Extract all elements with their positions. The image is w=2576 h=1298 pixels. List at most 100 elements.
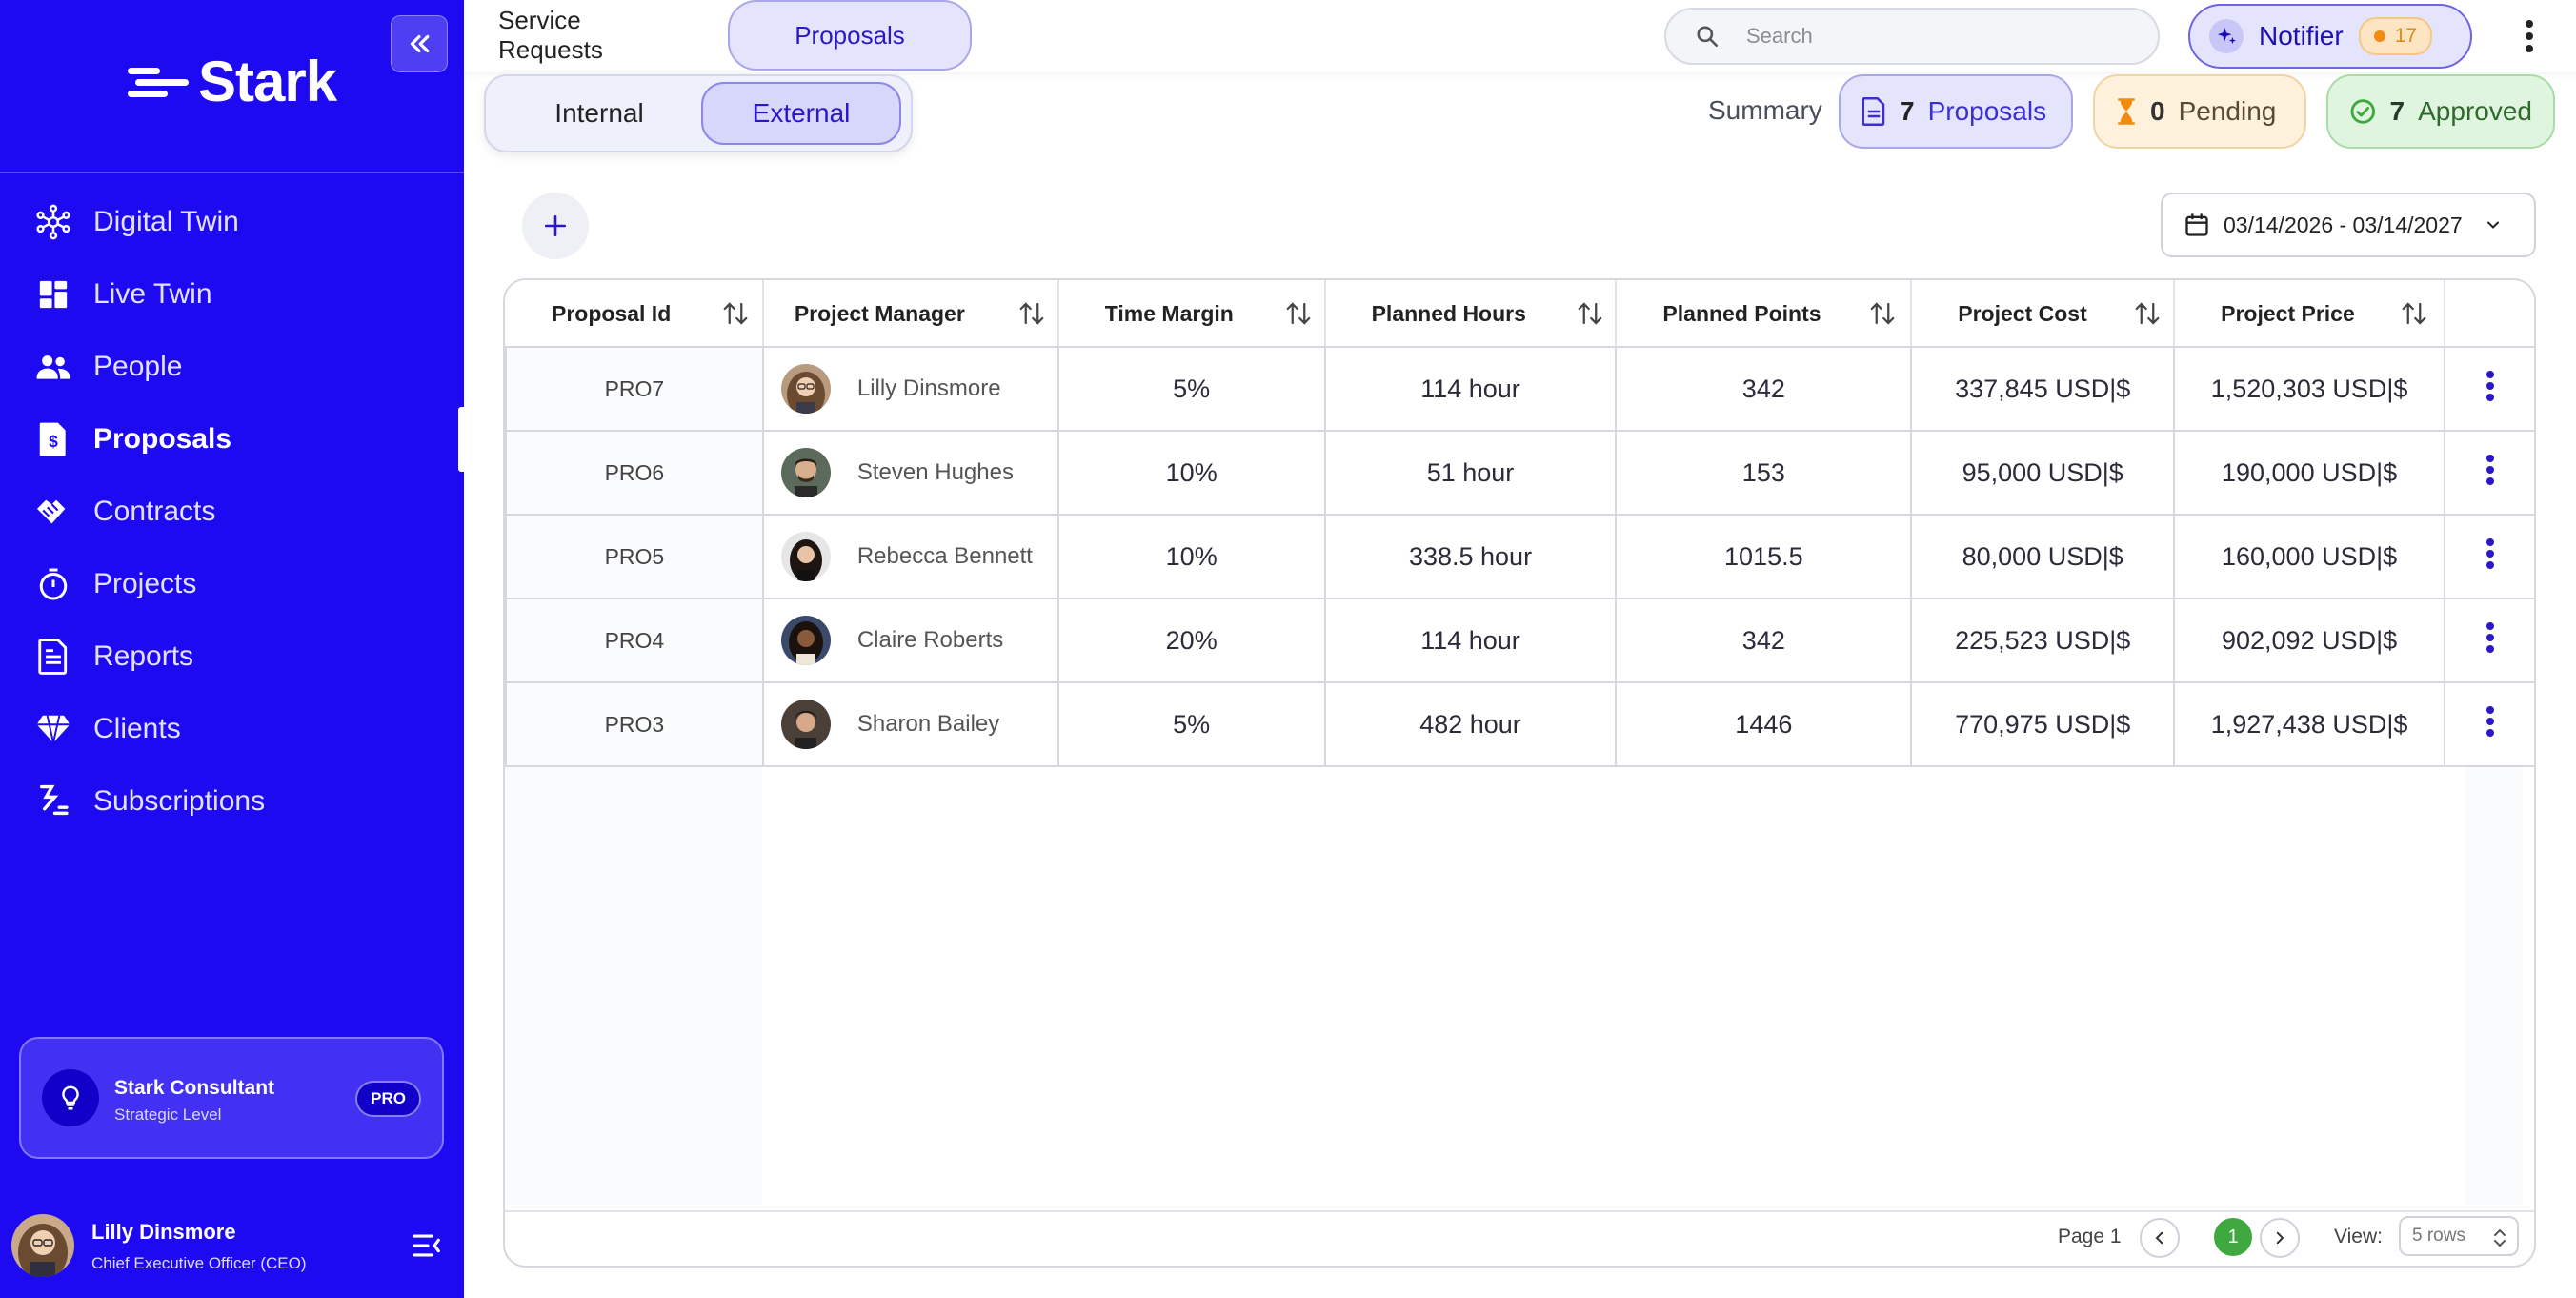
- sort-icon[interactable]: [1868, 299, 1897, 334]
- plan-title: Stark Consultant: [114, 1077, 274, 1100]
- brand-logo[interactable]: Stark: [128, 53, 336, 111]
- proposal-type-toggle: Internal External: [484, 74, 913, 152]
- menu-open-icon[interactable]: [412, 1231, 444, 1265]
- current-page-button[interactable]: 1: [2214, 1218, 2252, 1256]
- status-dot-icon: [2374, 30, 2385, 42]
- date-range-value: 03/14/2026 - 03/14/2027: [2224, 213, 2463, 238]
- column-header-planned-points[interactable]: Planned Points: [1616, 280, 1911, 347]
- approved-chip-label: Approved: [2418, 96, 2532, 127]
- sidebar-divider: [0, 172, 464, 173]
- sidebar-item-people[interactable]: People: [0, 331, 464, 403]
- subscription-icon: [34, 782, 72, 821]
- tab-external[interactable]: External: [701, 82, 901, 145]
- more-options-icon[interactable]: [2485, 705, 2495, 738]
- search-input[interactable]: [1746, 24, 2127, 49]
- date-range-picker[interactable]: 03/14/2026 - 03/14/2027: [2161, 193, 2536, 257]
- pagination: Page 1 1 View: 5 rows: [2058, 1216, 2525, 1258]
- row-actions-cell: [2445, 431, 2534, 515]
- tab-service-requests[interactable]: Service Requests: [498, 0, 685, 71]
- column-header-planned-hours[interactable]: Planned Hours: [1325, 280, 1617, 347]
- row-actions-cell: [2445, 347, 2534, 431]
- user-profile[interactable]: Lilly Dinsmore Chief Executive Officer (…: [11, 1212, 459, 1281]
- column-header-label: Time Margin: [1105, 301, 1234, 327]
- tab-internal[interactable]: Internal: [499, 82, 699, 145]
- view-label: View:: [2334, 1226, 2383, 1248]
- tab-proposals[interactable]: Proposals: [728, 0, 972, 71]
- manager-name: Steven Hughes: [857, 459, 1014, 486]
- row-actions-cell: [2445, 598, 2534, 682]
- sort-icon[interactable]: [2133, 299, 2162, 334]
- previous-page-button[interactable]: [2140, 1218, 2180, 1258]
- sidebar-item-contracts[interactable]: Contracts: [0, 476, 464, 548]
- column-header-project-price[interactable]: Project Price: [2174, 280, 2445, 347]
- plan-card[interactable]: Stark Consultant Strategic Level PRO: [19, 1037, 444, 1159]
- row-actions-cell: [2445, 515, 2534, 598]
- summary-label: Summary: [1708, 95, 1822, 126]
- sidebar-item-live-twin[interactable]: Live Twin: [0, 258, 464, 331]
- table-header-row: Proposal Id Project Manager Time Margin …: [506, 280, 2534, 347]
- notifier-button[interactable]: Notifier 17: [2188, 4, 2472, 69]
- page-label: Page 1: [2058, 1226, 2122, 1248]
- avatar: [781, 700, 831, 749]
- column-header-proposal-id[interactable]: Proposal Id: [506, 280, 763, 347]
- diamond-icon: [34, 710, 72, 748]
- column-header-time-margin[interactable]: Time Margin: [1058, 280, 1325, 347]
- sort-icon[interactable]: [1284, 299, 1313, 334]
- column-header-project-manager[interactable]: Project Manager: [763, 280, 1058, 347]
- sidebar-item-digital-twin[interactable]: Digital Twin: [0, 186, 464, 258]
- proposals-summary-chip[interactable]: 7 Proposals: [1839, 74, 2073, 149]
- project-cost-cell: 337,845 USD|$: [1911, 347, 2174, 431]
- sort-icon[interactable]: [2400, 299, 2428, 334]
- project-manager-cell: Steven Hughes: [763, 431, 1058, 515]
- manager-name: Rebecca Bennett: [857, 543, 1033, 570]
- proposal-id-cell: PRO6: [506, 431, 763, 515]
- table-row[interactable]: PRO3 Sharon Bailey 5% 482 hour 1446 770,…: [506, 682, 2534, 766]
- more-options-icon[interactable]: [2510, 17, 2548, 55]
- proposals-table: Proposal Id Project Manager Time Margin …: [505, 280, 2534, 767]
- table-row[interactable]: PRO7 Lilly Dinsmore 5% 114 hour 342 337,…: [506, 347, 2534, 431]
- time-margin-cell: 5%: [1058, 347, 1325, 431]
- collapse-sidebar-button[interactable]: [391, 15, 448, 72]
- project-price-cell: 160,000 USD|$: [2174, 515, 2445, 598]
- column-header-project-cost[interactable]: Project Cost: [1911, 280, 2174, 347]
- user-name: Lilly Dinsmore: [91, 1220, 236, 1245]
- column-header-label: Planned Points: [1662, 301, 1821, 327]
- planned-hours-cell: 482 hour: [1325, 682, 1617, 766]
- sort-icon[interactable]: [1017, 299, 1046, 334]
- sidebar-item-label: Digital Twin: [93, 206, 239, 238]
- search-box[interactable]: [1664, 8, 2160, 65]
- planned-points-cell: 153: [1616, 431, 1911, 515]
- sort-icon[interactable]: [721, 299, 750, 334]
- sort-icon[interactable]: [1576, 299, 1604, 334]
- sidebar-item-label: Subscriptions: [93, 785, 265, 818]
- hourglass-icon: [2116, 97, 2137, 126]
- sidebar-item-subscriptions[interactable]: Subscriptions: [0, 765, 464, 838]
- document-icon: [34, 638, 72, 676]
- more-options-icon[interactable]: [2485, 454, 2495, 486]
- sidebar-item-proposals[interactable]: $ Proposals: [0, 403, 464, 476]
- pending-summary-chip[interactable]: 0 Pending: [2093, 74, 2306, 149]
- planned-points-cell: 342: [1616, 598, 1911, 682]
- add-proposal-button[interactable]: [522, 193, 589, 259]
- sidebar-item-clients[interactable]: Clients: [0, 693, 464, 765]
- time-margin-cell: 10%: [1058, 431, 1325, 515]
- table-row[interactable]: PRO6 Steven Hughes 10% 51 hour 153 95,00…: [506, 431, 2534, 515]
- sidebar-item-reports[interactable]: Reports: [0, 620, 464, 693]
- project-price-cell: 1,520,303 USD|$: [2174, 347, 2445, 431]
- manager-name: Lilly Dinsmore: [857, 375, 1001, 402]
- chevron-left-icon: [2151, 1229, 2168, 1247]
- approved-summary-chip[interactable]: 7 Approved: [2326, 74, 2555, 149]
- avatar: [781, 448, 831, 497]
- table-row[interactable]: PRO5 Rebecca Bennett 10% 338.5 hour 1015…: [506, 515, 2534, 598]
- avatar: [11, 1214, 74, 1277]
- more-options-icon[interactable]: [2485, 370, 2495, 402]
- more-options-icon[interactable]: [2485, 621, 2495, 654]
- rows-per-page-select[interactable]: 5 rows: [2399, 1216, 2519, 1256]
- manager-name: Sharon Bailey: [857, 711, 999, 738]
- more-options-icon[interactable]: [2485, 537, 2495, 570]
- notification-count-badge: 17: [2359, 17, 2432, 55]
- handshake-icon: [34, 493, 72, 531]
- next-page-button[interactable]: [2260, 1218, 2300, 1258]
- sidebar-item-projects[interactable]: Projects: [0, 548, 464, 620]
- table-row[interactable]: PRO4 Claire Roberts 20% 114 hour 342 225…: [506, 598, 2534, 682]
